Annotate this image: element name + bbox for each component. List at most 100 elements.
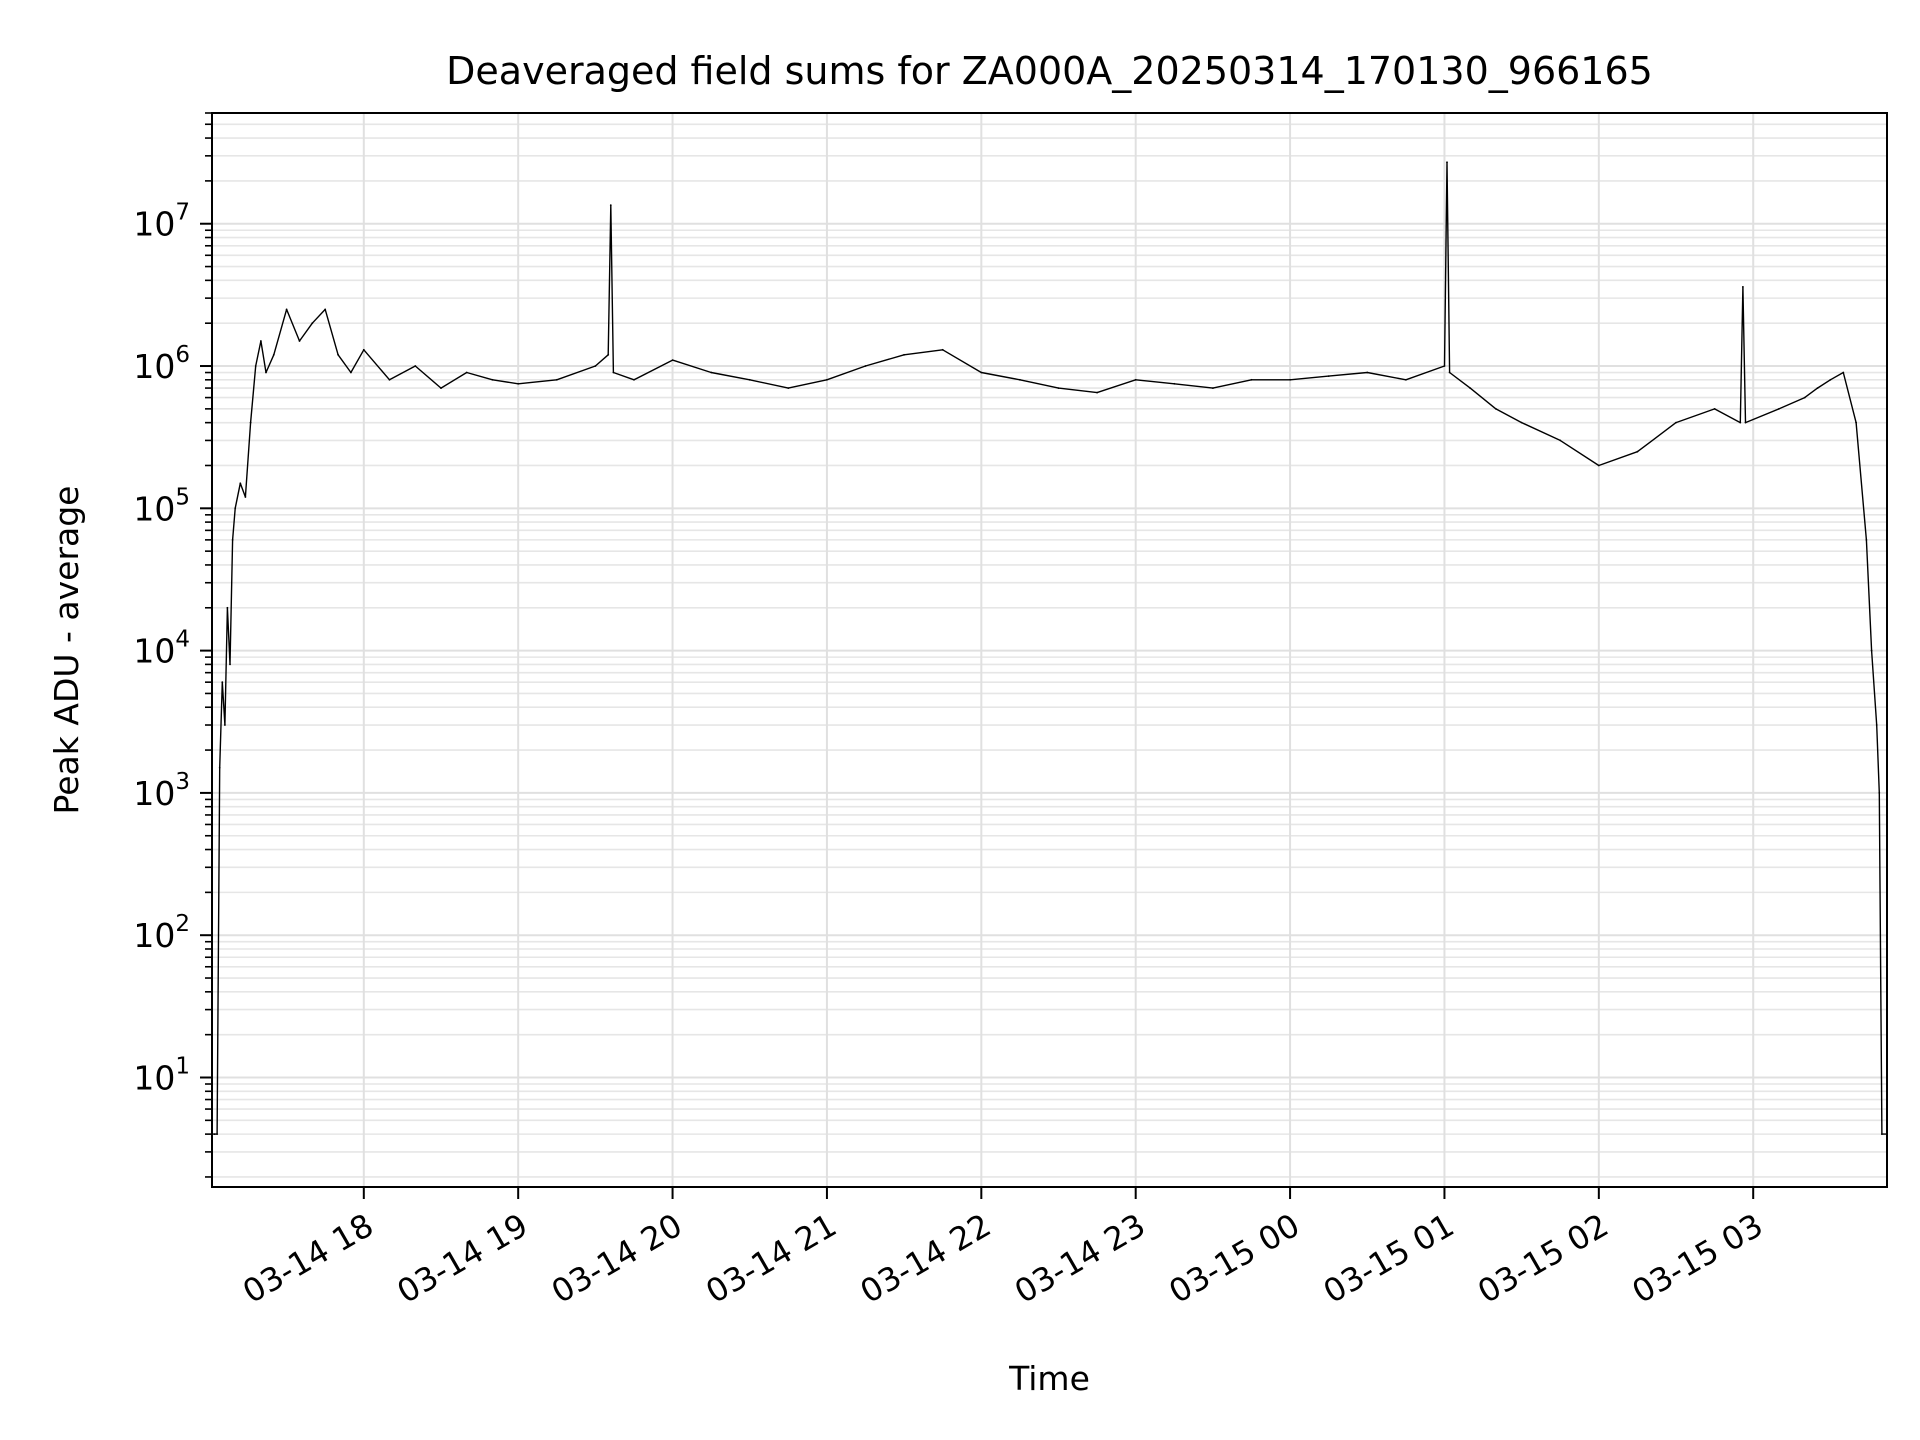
data-point <box>337 353 339 356</box>
data-point <box>607 353 610 356</box>
data-point <box>1816 387 1819 389</box>
data-point <box>324 308 327 311</box>
x-tick-label: 03-15 02 <box>1471 1206 1615 1311</box>
data-point <box>1597 464 1600 467</box>
data-point <box>1443 365 1446 367</box>
data-point <box>1742 286 1744 288</box>
y-tick-label: 102 <box>133 911 190 955</box>
data-point <box>218 766 221 769</box>
y-tick-label: 101 <box>133 1053 190 1097</box>
data-point <box>213 1133 216 1135</box>
data-point <box>1675 421 1677 424</box>
data-point <box>231 539 234 541</box>
data-point <box>748 378 751 381</box>
data-point <box>1870 649 1873 652</box>
x-tick-label: 03-15 03 <box>1626 1206 1770 1311</box>
data-point <box>787 387 790 389</box>
data-point <box>517 382 520 385</box>
y-tick-label: 107 <box>133 200 190 244</box>
data-point <box>1327 375 1330 377</box>
data-point <box>612 371 615 374</box>
data-point <box>244 496 247 498</box>
data-point <box>1744 421 1747 424</box>
y-axis-label: Peak ADU - average <box>47 486 86 815</box>
data-point <box>1212 387 1214 389</box>
x-tick-label: 03-14 20 <box>545 1206 689 1311</box>
data-point <box>864 365 867 367</box>
data-point <box>903 353 905 356</box>
data-point <box>1448 371 1451 374</box>
data-point <box>1875 724 1878 726</box>
data-point <box>260 340 262 342</box>
data-point <box>224 724 226 726</box>
data-point <box>362 348 365 351</box>
data-point <box>1134 378 1137 381</box>
data-point <box>1636 450 1639 453</box>
data-point <box>298 340 301 342</box>
data-point <box>1057 387 1060 389</box>
data-point <box>226 606 229 609</box>
data-point <box>311 322 314 325</box>
data-point <box>1778 408 1780 410</box>
data-point <box>1019 378 1021 381</box>
data-point <box>594 365 597 367</box>
data-point <box>1842 371 1845 374</box>
data-point <box>414 365 417 367</box>
data-point <box>216 1133 219 1135</box>
data-point <box>1096 391 1098 394</box>
data-point <box>1250 378 1253 381</box>
x-tick-label: 03-14 21 <box>699 1206 843 1311</box>
x-tick-label: 03-15 00 <box>1162 1206 1306 1311</box>
x-tick-label: 03-14 18 <box>236 1206 380 1311</box>
series-line <box>212 161 1887 1135</box>
x-axis-label: Time <box>1008 1359 1090 1398</box>
data-point <box>229 663 231 666</box>
data-point <box>1405 378 1407 381</box>
data-point <box>234 507 237 510</box>
data-point <box>980 371 983 374</box>
x-tick-label: 03-14 22 <box>854 1206 998 1311</box>
data-point <box>609 204 612 207</box>
data-point <box>465 371 468 374</box>
data-point <box>350 371 352 374</box>
data-point <box>388 378 391 381</box>
data-point <box>941 348 944 351</box>
major-gridlines <box>212 113 1887 1187</box>
y-axis-ticks: 101 102 103 104 105 106 107 <box>133 112 212 1178</box>
data-point <box>1559 439 1562 442</box>
data-point <box>1520 421 1523 424</box>
data-point <box>1878 792 1881 794</box>
data-point <box>221 681 224 684</box>
data-point <box>1855 421 1857 424</box>
data-point <box>1446 161 1448 164</box>
data-point <box>239 482 242 485</box>
data-point <box>1495 408 1497 410</box>
data-point <box>671 359 674 361</box>
data-point <box>249 421 252 424</box>
x-axis-ticks: 03-14 18 03-14 19 03-14 20 03-14 21 03-14 22… <box>236 1187 1769 1311</box>
data-point <box>710 371 713 374</box>
data-point <box>633 378 635 381</box>
x-tick-label: 03-14 19 <box>391 1206 535 1311</box>
y-tick-label: 103 <box>133 769 190 813</box>
data-point <box>491 378 494 381</box>
x-tick-label: 03-14 23 <box>1008 1206 1152 1311</box>
data-point <box>265 371 267 374</box>
y-tick-label: 106 <box>133 342 190 386</box>
minor-gridlines <box>212 112 1887 1178</box>
data-point <box>285 308 288 311</box>
data-point <box>1289 378 1291 381</box>
data-point <box>1173 382 1176 385</box>
x-tick-label: 03-15 01 <box>1317 1206 1461 1311</box>
data-point <box>254 365 257 367</box>
data-point <box>555 378 558 381</box>
data-point <box>1713 408 1716 410</box>
data-point <box>1803 396 1806 399</box>
chart-title: Deaveraged field sums for ZA000A_2025031… <box>446 49 1653 93</box>
data-point <box>1881 1133 1883 1135</box>
series-layer <box>211 161 1888 1135</box>
y-tick-label: 105 <box>133 484 190 528</box>
data-point <box>826 378 828 381</box>
